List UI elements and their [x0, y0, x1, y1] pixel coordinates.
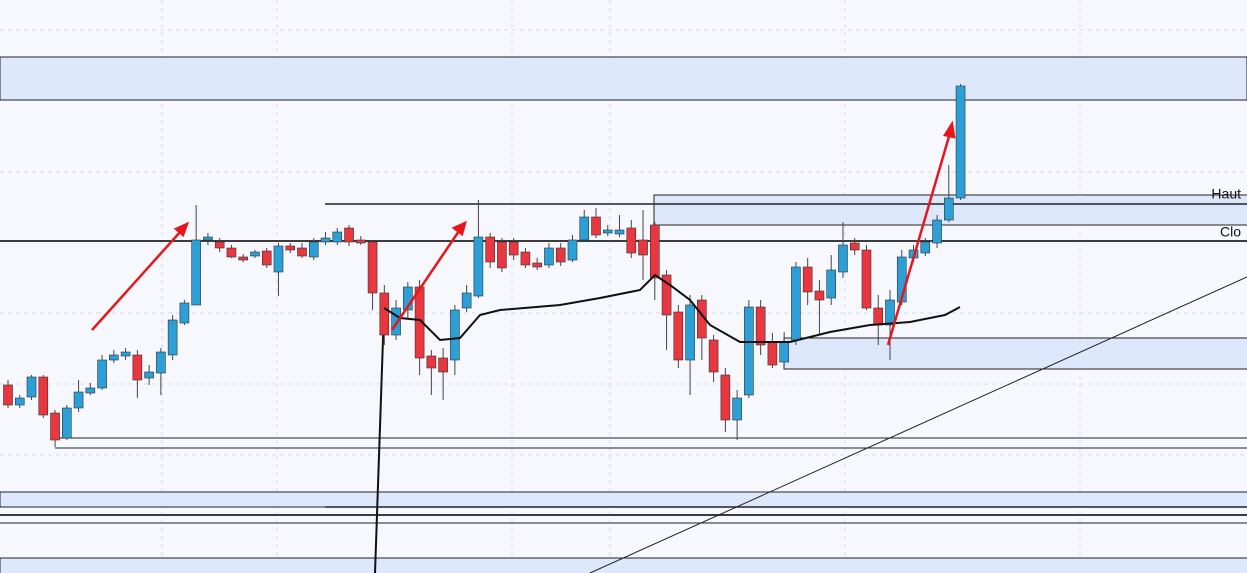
zone [0, 56, 1247, 101]
candle-body [156, 351, 166, 374]
candle-body [861, 249, 872, 309]
candle-body [755, 306, 766, 346]
candle-body [120, 351, 131, 357]
candle-body [673, 311, 684, 361]
candle-body [638, 239, 648, 256]
candle-body [226, 247, 237, 258]
candle-body [297, 247, 307, 257]
candle-body [532, 262, 543, 268]
trend-line [589, 276, 1247, 573]
candle-body [955, 85, 966, 199]
candle-body [308, 241, 319, 258]
candle-body [426, 355, 437, 369]
candle-body [520, 251, 531, 266]
level-label: Clo [1220, 224, 1241, 240]
candle-body [767, 341, 778, 366]
candle-body [14, 397, 25, 406]
candle-body [473, 236, 484, 297]
candle-body [579, 216, 590, 241]
candle-body [261, 250, 272, 266]
candle-body [26, 376, 37, 398]
candle-body [720, 374, 731, 421]
candle-body [367, 241, 378, 294]
candle-body [544, 247, 554, 266]
candle-body [355, 239, 366, 244]
candle-body [61, 407, 72, 439]
candle-body [614, 229, 625, 235]
candle-body [873, 307, 884, 326]
candle-body [744, 306, 754, 396]
candle-body [167, 319, 178, 356]
candle-body [238, 256, 248, 261]
candle-body [73, 391, 84, 409]
candle-body [920, 241, 931, 254]
candle-body [555, 247, 566, 263]
level-label: Haut [1211, 186, 1241, 202]
candle-body [438, 357, 448, 373]
candle-body [109, 354, 119, 361]
candle-body [802, 266, 813, 293]
candle-body [97, 359, 107, 389]
zone [0, 557, 1247, 573]
candle-body [332, 231, 343, 243]
candle-body [849, 242, 860, 251]
candle-body [685, 304, 695, 361]
candle-body [732, 397, 742, 421]
candle-body [591, 216, 601, 236]
candle-body [708, 339, 719, 373]
candle-body [814, 290, 825, 301]
candle-body [497, 241, 507, 269]
candle-body [567, 239, 578, 261]
candle-body [943, 197, 954, 221]
candle-body [273, 245, 284, 273]
candle-body [85, 387, 96, 394]
candle-body [344, 227, 354, 243]
moving-average [383, 273, 961, 343]
candle-body [179, 302, 190, 324]
candle-body [144, 371, 154, 379]
candle-body [779, 341, 789, 363]
candle-body [214, 241, 225, 249]
candle-body [826, 269, 837, 299]
zone [783, 337, 1247, 370]
candle-body [3, 384, 13, 406]
candle-body [485, 236, 495, 263]
candle-body [391, 307, 401, 336]
candle-body [661, 274, 672, 316]
candle-body [38, 376, 49, 416]
candle-body [602, 229, 613, 234]
candle-body [191, 239, 201, 306]
candle-body [285, 245, 296, 251]
candle-body [250, 251, 260, 257]
candle-body [132, 354, 143, 381]
curve [374, 309, 385, 573]
candle-body [50, 412, 60, 441]
arrows [91, 120, 956, 346]
candles [3, 84, 966, 447]
candle-body [320, 237, 331, 243]
candle-body [203, 236, 213, 241]
candle-body [508, 241, 519, 256]
candle-body [838, 244, 848, 273]
candle-body [932, 219, 942, 244]
candle-body [649, 224, 660, 279]
candle-body [626, 227, 637, 254]
candle-body [461, 292, 472, 309]
candle-body [379, 292, 390, 336]
candle-body [450, 309, 460, 361]
candle-body [885, 299, 895, 326]
candle-body [791, 266, 801, 341]
zone [0, 491, 1247, 508]
